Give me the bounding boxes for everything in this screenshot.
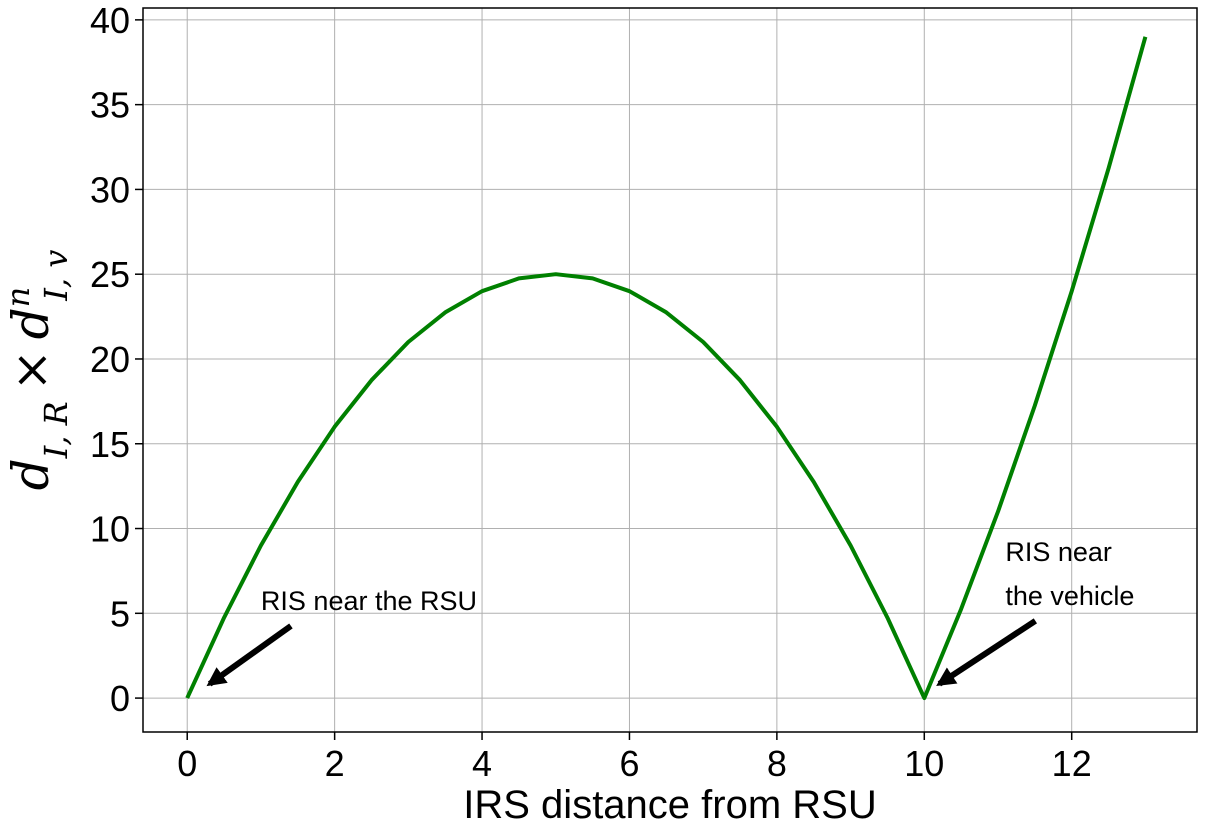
x-tick-label: 8 xyxy=(767,743,787,784)
y-tick-label: 30 xyxy=(90,169,130,210)
annotation-text: RIS near xyxy=(1005,537,1112,567)
series-line xyxy=(185,36,1148,701)
y-tick-label: 20 xyxy=(90,339,130,380)
x-axis-label: IRS distance from RSU xyxy=(463,783,876,823)
x-axis-ticks: 0 2 4 6 8 10 12 xyxy=(177,732,1092,784)
grid xyxy=(143,8,1197,732)
y-tick-label: 25 xyxy=(90,254,130,295)
x-tick-label: 2 xyxy=(325,743,345,784)
y-tick-label: 10 xyxy=(90,509,130,550)
x-tick-label: 10 xyxy=(904,743,944,784)
x-tick-label: 0 xyxy=(177,743,197,784)
x-tick-label: 12 xyxy=(1052,743,1092,784)
annotation-text: RIS near the RSU xyxy=(261,586,477,616)
y-tick-label: 35 xyxy=(90,85,130,126)
y-axis-ticks: 0 5 10 15 20 25 30 35 40 xyxy=(90,0,143,719)
y-tick-label: 15 xyxy=(90,424,130,465)
plot-frame xyxy=(142,7,1198,733)
x-tick-label: 6 xyxy=(619,743,639,784)
y-tick-label: 40 xyxy=(90,0,130,41)
y-axis-label: dI, R×dnI, v xyxy=(0,250,75,491)
annotations: RIS near the RSU RIS near the vehicle xyxy=(206,537,1134,687)
x-tick-label: 4 xyxy=(472,743,492,784)
annotation-text: the vehicle xyxy=(1005,581,1134,611)
series-layer xyxy=(185,36,1148,701)
annotation-arrow xyxy=(206,623,293,687)
y-tick-label: 0 xyxy=(110,678,130,719)
y-tick-label: 5 xyxy=(110,593,130,634)
annotation-arrow xyxy=(936,618,1038,687)
